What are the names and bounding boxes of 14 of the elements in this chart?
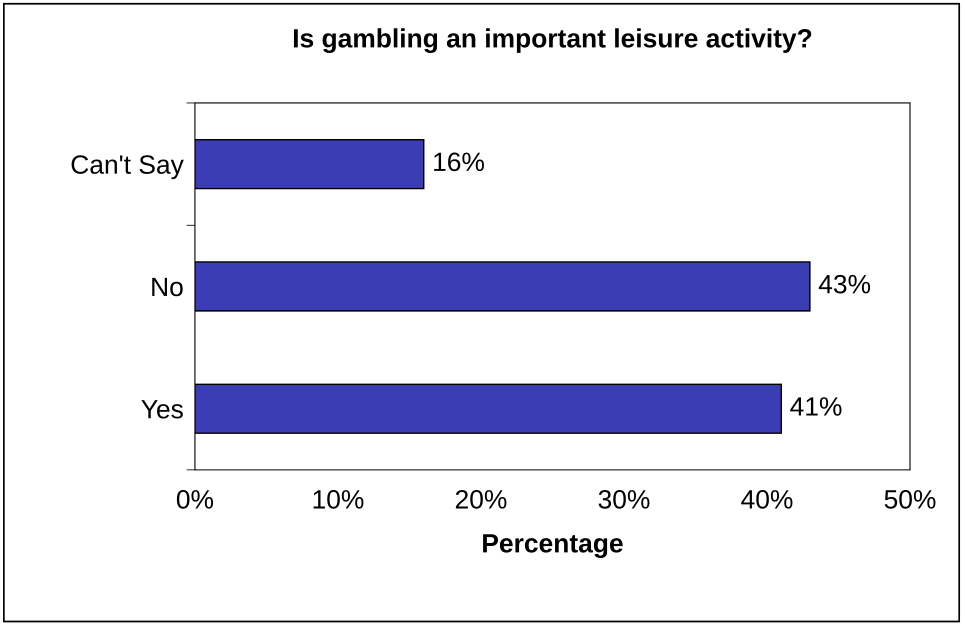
data-label: 41% xyxy=(790,397,842,416)
x-tick-label: 50% xyxy=(884,490,936,509)
x-tick-label: 40% xyxy=(741,490,792,509)
x-tick-label: 30% xyxy=(598,490,650,509)
x-axis-title: Percentage xyxy=(483,534,623,558)
x-tick-label: 0% xyxy=(176,490,214,509)
y-tick-label: Yes xyxy=(141,400,183,419)
x-tick-label: 10% xyxy=(314,490,364,509)
data-label: 16% xyxy=(434,152,484,172)
x-tick-label: 20% xyxy=(456,490,506,509)
chart-title: Is gambling an important leisure activity? xyxy=(294,28,812,53)
data-label: 43% xyxy=(818,274,870,294)
y-tick-label: No xyxy=(152,278,183,296)
y-tick-label: Can't Say xyxy=(72,155,184,180)
